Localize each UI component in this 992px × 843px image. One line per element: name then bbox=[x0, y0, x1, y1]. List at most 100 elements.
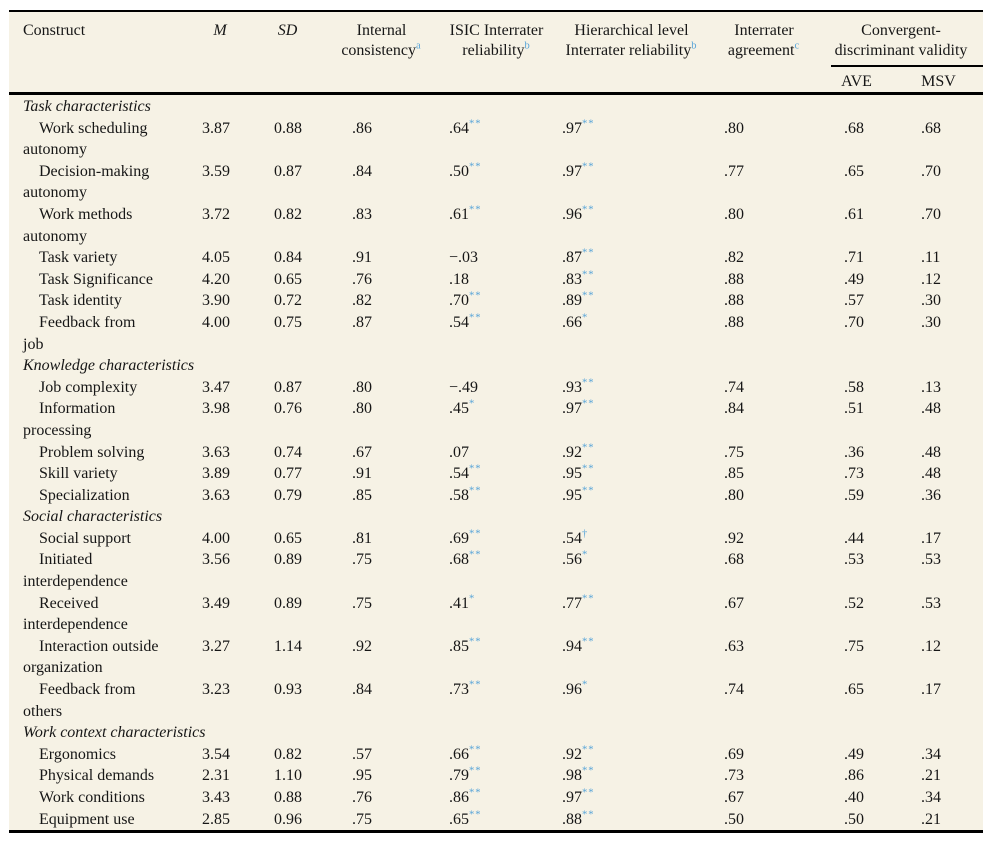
significance-marker: ** bbox=[469, 809, 482, 821]
cell-value: .92 bbox=[562, 745, 582, 763]
cell-interrater-agreement: .74 bbox=[724, 378, 744, 396]
cell-value: .69 bbox=[449, 529, 469, 547]
significance-marker: ** bbox=[469, 787, 482, 799]
cell-value: .97 bbox=[562, 789, 582, 806]
cell-ave: .58 bbox=[844, 378, 864, 396]
cell-ave: .57 bbox=[844, 292, 864, 310]
cell-hierarchical-interrater-reliability: .88** bbox=[554, 809, 709, 831]
significance-marker: ** bbox=[469, 118, 482, 130]
significance-marker: ** bbox=[582, 485, 595, 497]
cell-hierarchical-interrater-reliability: .95** bbox=[554, 485, 709, 507]
significance-marker: ** bbox=[582, 744, 595, 756]
cell-construct: Work methods autonomy bbox=[23, 205, 133, 245]
cell-m: 2.31 bbox=[202, 767, 230, 785]
cell-hierarchical-interrater-reliability: .92** bbox=[554, 744, 709, 766]
cell-value: .93 bbox=[562, 378, 582, 396]
table-row: Feedback from job 4.00 0.75.87.54** .66* .88… bbox=[9, 312, 983, 355]
cell-msv: .48 bbox=[921, 443, 941, 461]
cell-construct: Specialization bbox=[39, 486, 130, 504]
significance-marker: † bbox=[582, 528, 589, 540]
cell-value: .61 bbox=[449, 205, 469, 223]
cell-sd: 1.10 bbox=[274, 767, 302, 785]
cell-sd: 0.79 bbox=[274, 486, 302, 504]
cell-interrater-agreement: .50 bbox=[724, 810, 744, 828]
significance-marker: ** bbox=[582, 247, 595, 259]
cell-value: .56 bbox=[562, 551, 582, 569]
cell-sd: 0.77 bbox=[274, 465, 302, 483]
column-header-label: Interrater agreement bbox=[727, 22, 795, 59]
significance-marker: * bbox=[582, 312, 589, 324]
cell-internal-consistency: .80 bbox=[352, 400, 372, 418]
cell-m: 4.05 bbox=[202, 249, 230, 267]
section-label: Social characteristics bbox=[23, 508, 163, 526]
cell-value: .87 bbox=[562, 249, 582, 267]
cell-interrater-agreement: .92 bbox=[724, 529, 744, 547]
cell-sd: 0.82 bbox=[274, 745, 302, 763]
column-header-construct: Construct bbox=[9, 21, 189, 92]
cell-hierarchical-interrater-reliability: .54† bbox=[554, 528, 709, 550]
cell-hierarchical-interrater-reliability: .94** bbox=[554, 636, 709, 658]
table-row: Work scheduling autonomy 3.87 0.88.86.64**… bbox=[9, 118, 983, 161]
cell-ave: .59 bbox=[844, 486, 864, 504]
cell-internal-consistency: .80 bbox=[352, 378, 372, 396]
cell-interrater-agreement: .67 bbox=[724, 594, 744, 612]
cell-hierarchical-interrater-reliability: .89** bbox=[554, 290, 709, 312]
cell-ave: .75 bbox=[844, 637, 864, 655]
cell-m: 3.56 bbox=[202, 551, 230, 569]
cell-value: .96 bbox=[562, 205, 582, 223]
table-row: Information processing 3.98 0.76.80.45* .97… bbox=[9, 398, 983, 441]
cell-ave: .53 bbox=[844, 551, 864, 569]
cell-interrater-agreement: .82 bbox=[724, 249, 744, 267]
cell-hierarchical-interrater-reliability: .98** bbox=[554, 765, 709, 787]
cell-isic-interrater-reliability: .45* bbox=[439, 398, 554, 420]
column-header-label: ISIC Interrater reliability bbox=[449, 22, 544, 59]
cell-construct: Job complexity bbox=[39, 378, 138, 396]
cell-sd: 0.75 bbox=[274, 313, 302, 331]
cell-value: .95 bbox=[562, 486, 582, 504]
significance-marker: ** bbox=[469, 291, 482, 303]
cell-m: 3.59 bbox=[202, 162, 230, 180]
cell-interrater-agreement: .77 bbox=[724, 162, 744, 180]
cell-internal-consistency: .84 bbox=[352, 681, 372, 699]
cell-internal-consistency: .83 bbox=[352, 205, 372, 223]
cell-hierarchical-interrater-reliability: .97** bbox=[554, 118, 709, 140]
column-header-label: Hierarchical level Interrater reliabilit… bbox=[565, 22, 692, 59]
significance-marker: ** bbox=[582, 118, 595, 130]
cell-construct: Task Significance bbox=[39, 270, 153, 288]
section-row: Task characteristics bbox=[9, 96, 983, 118]
cell-msv: .17 bbox=[921, 681, 941, 699]
table-row: Skill variety 3.89 0.77.91.54** .95** .85.73… bbox=[9, 463, 983, 485]
cell-isic-interrater-reliability: .68** bbox=[439, 549, 554, 571]
cell-m: 3.63 bbox=[202, 443, 230, 461]
significance-marker: b bbox=[524, 40, 531, 52]
significance-marker: a bbox=[415, 40, 422, 52]
cell-isic-interrater-reliability: .50** bbox=[439, 161, 554, 183]
cell-value: .66 bbox=[562, 313, 582, 331]
cell-interrater-agreement: .88 bbox=[724, 292, 744, 310]
cell-hierarchical-interrater-reliability: .96* bbox=[554, 679, 709, 701]
cell-m: 3.43 bbox=[202, 789, 230, 806]
significance-marker: ** bbox=[582, 377, 595, 389]
column-header-m: M bbox=[189, 21, 251, 92]
table-row: Decision-making autonomy 3.59 0.87.84.50**… bbox=[9, 161, 983, 204]
cell-isic-interrater-reliability: .61** bbox=[439, 204, 554, 226]
cell-internal-consistency: .91 bbox=[352, 249, 372, 267]
header-divider-rule bbox=[9, 92, 983, 95]
cell-value: .54 bbox=[562, 529, 582, 547]
significance-marker: * bbox=[469, 593, 476, 605]
cell-internal-consistency: .81 bbox=[352, 529, 372, 547]
cell-value: .68 bbox=[449, 551, 469, 569]
cell-value: .86 bbox=[449, 789, 469, 806]
cell-construct: Task identity bbox=[39, 292, 122, 310]
cell-msv: .48 bbox=[921, 465, 941, 483]
table-row: Specialization 3.63 0.79.85.58** .95** .80.5… bbox=[9, 485, 983, 507]
cell-isic-interrater-reliability: .65** bbox=[439, 809, 554, 831]
table-row: Physical demands 2.31 1.10.95.79** .98** .73… bbox=[9, 765, 983, 787]
cell-hierarchical-interrater-reliability: .96** bbox=[554, 204, 709, 226]
section-row: Work context characteristics bbox=[9, 722, 983, 744]
cell-construct: Decision-making autonomy bbox=[23, 162, 150, 202]
cell-msv: .12 bbox=[921, 637, 941, 655]
significance-marker: * bbox=[582, 679, 589, 691]
bottom-rule bbox=[9, 830, 983, 834]
cell-interrater-agreement: .88 bbox=[724, 313, 744, 331]
